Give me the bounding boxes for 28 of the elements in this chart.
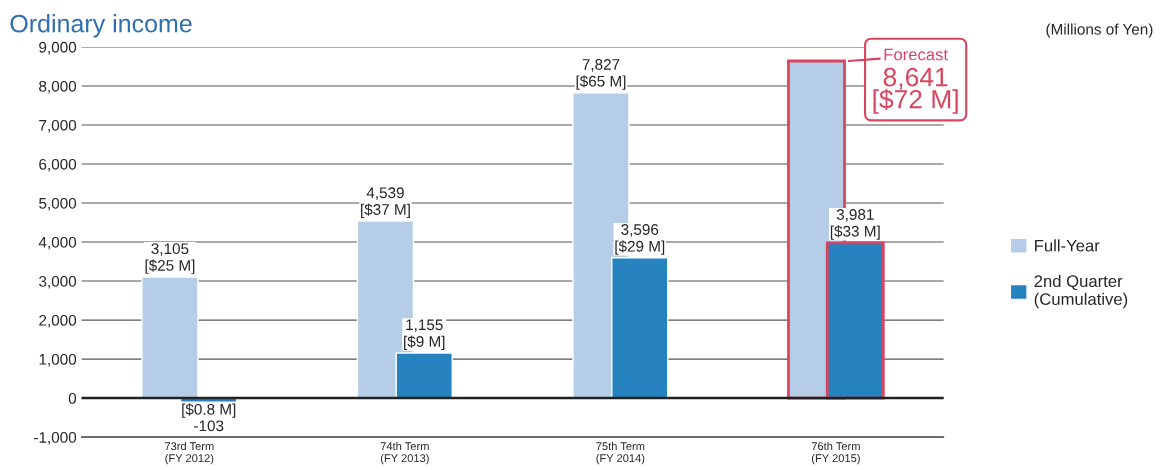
- x-tick-label: 74th Term (FY 2013): [380, 441, 429, 465]
- chart-title: Ordinary income: [10, 14, 192, 38]
- data-label: 3,105 [$25 M]: [145, 243, 195, 274]
- y-tick-label: 1,000: [39, 353, 77, 367]
- y-tick-label: 7,000: [39, 119, 77, 133]
- data-label: 4,539 [$37 M]: [361, 187, 410, 218]
- data-label: 7,827 [$65 M]: [576, 59, 626, 90]
- y-tick-label: 9,000: [39, 41, 77, 55]
- y-tick-label: 3,000: [39, 275, 77, 289]
- legend-label: Full-Year: [1035, 239, 1100, 252]
- data-label: 8,641 [$72 M]: [873, 67, 958, 114]
- y-tick-label: 6,000: [39, 158, 77, 172]
- data-label: [$0.8 M] -103: [182, 403, 236, 432]
- data-label: 1,155 [$9 M]: [404, 319, 445, 350]
- y-tick-label: 0: [68, 392, 77, 404]
- data-label: 3,596 [$29 M]: [615, 224, 665, 255]
- x-tick-label: 73rd Term (FY 2012): [164, 441, 214, 465]
- annotation: Forecast: [884, 48, 948, 61]
- x-tick-label: 76th Term (FY 2015): [811, 441, 860, 465]
- y-tick-label: 5,000: [39, 197, 77, 211]
- text: (Millions of Yen): [1046, 23, 1153, 38]
- y-tick-label: -1,000: [34, 431, 77, 445]
- y-tick-label: 8,000: [39, 80, 77, 94]
- data-label: 3,981 [$33 M]: [830, 209, 880, 240]
- legend-label: 2nd Quarter (Cumulative): [1034, 274, 1128, 309]
- y-tick-label: 4,000: [38, 236, 77, 250]
- y-tick-label: 2,000: [39, 314, 77, 328]
- x-tick-label: 75th Term (FY 2014): [596, 441, 645, 465]
